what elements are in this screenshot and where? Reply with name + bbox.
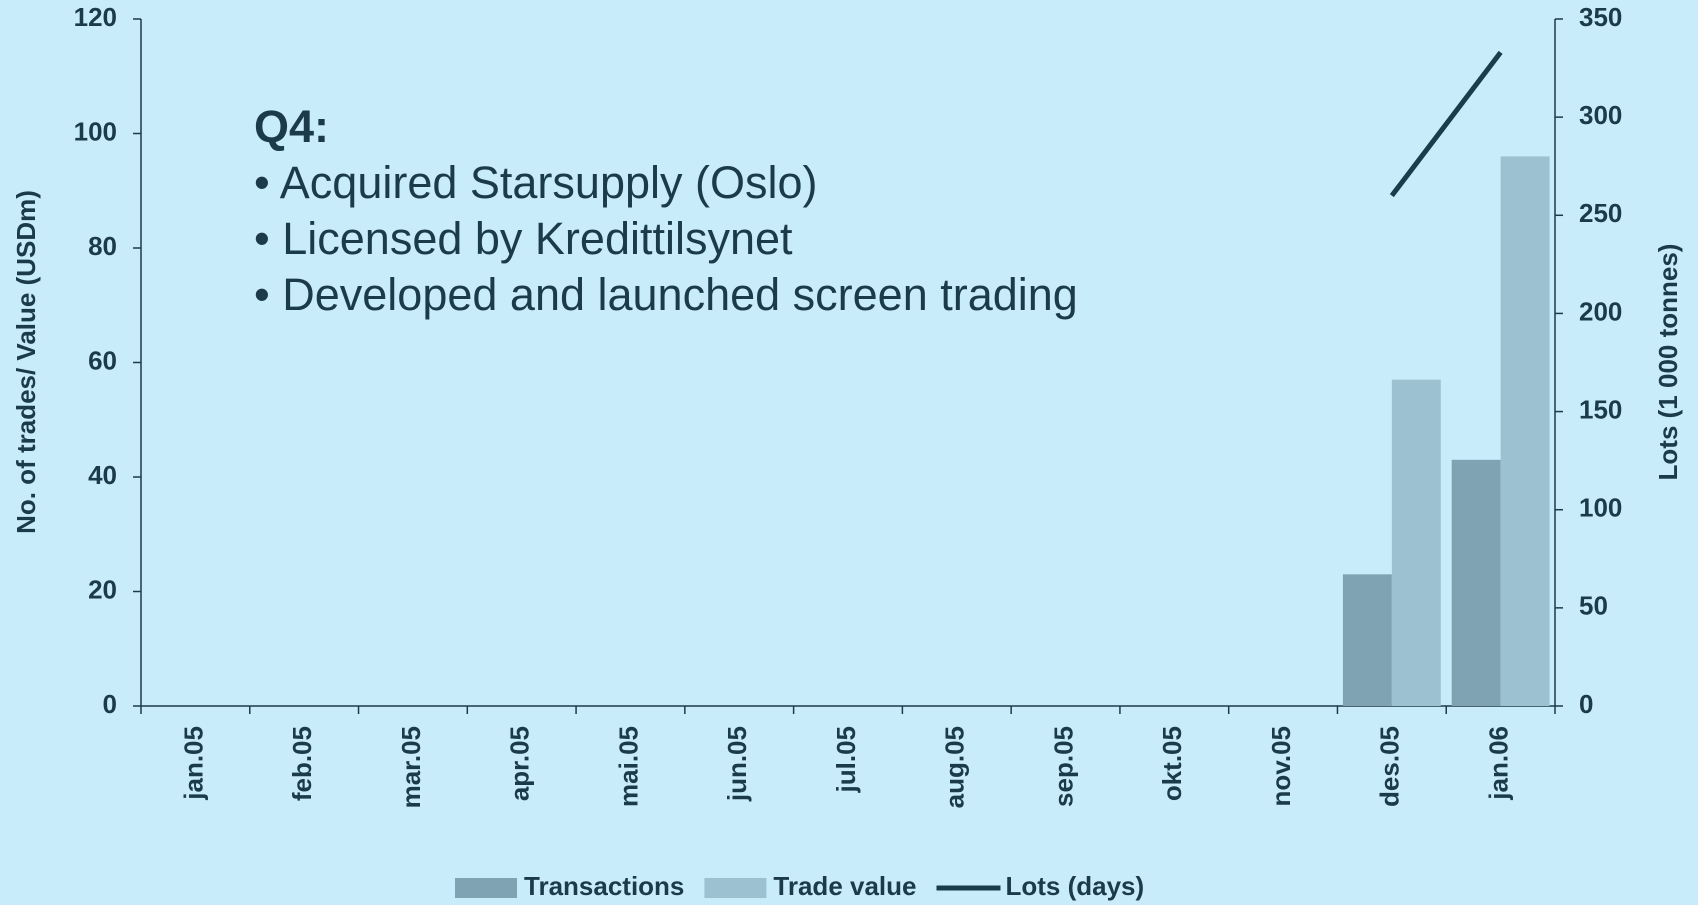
annotation: • Developed and launched screen trading	[254, 269, 1078, 320]
legend-label: Lots (days)	[1005, 871, 1144, 901]
y-tick-label: 0	[103, 689, 117, 719]
y-tick-label: 20	[88, 574, 117, 604]
y-axis-title: No. of trades/ Value (USDm)	[11, 190, 41, 534]
y2-tick-label: 100	[1579, 493, 1622, 523]
bar	[1451, 459, 1501, 706]
y2-tick-label: 0	[1579, 689, 1593, 719]
bar	[1500, 156, 1550, 706]
y2-tick-label: 150	[1579, 394, 1622, 424]
x-tick-label: nov.05	[1266, 726, 1296, 806]
y-tick-label: 60	[88, 345, 117, 375]
y2-axis-title: Lots (1 000 tonnes)	[1653, 244, 1683, 481]
y-tick-label: 120	[74, 2, 117, 32]
y2-tick-label: 350	[1579, 2, 1622, 32]
x-tick-label: mai.05	[613, 726, 643, 807]
x-tick-label: jul.05	[831, 726, 861, 793]
x-tick-label: des.05	[1375, 726, 1405, 807]
x-tick-label: okt.05	[1157, 726, 1187, 801]
x-tick-label: jan.05	[178, 726, 208, 801]
x-tick-label: jan.06	[1483, 726, 1513, 801]
legend-label: Trade value	[773, 871, 916, 901]
y2-tick-label: 250	[1579, 198, 1622, 228]
annotation: Q4:	[254, 101, 329, 152]
x-tick-label: feb.05	[287, 726, 317, 801]
y-tick-label: 40	[88, 460, 117, 490]
annotation: • Licensed by Kredittilsynet	[254, 213, 793, 264]
y2-tick-label: 200	[1579, 296, 1622, 326]
x-tick-label: jun.05	[722, 726, 752, 802]
x-tick-label: apr.05	[505, 726, 535, 801]
y-tick-label: 80	[88, 231, 117, 261]
x-tick-label: mar.05	[396, 726, 426, 808]
annotation: • Acquired Starsupply (Oslo)	[254, 157, 818, 208]
y-tick-label: 100	[74, 116, 117, 146]
y2-tick-label: 50	[1579, 591, 1608, 621]
legend-label: Transactions	[524, 871, 684, 901]
x-tick-label: sep.05	[1048, 726, 1078, 807]
legend-swatch	[455, 878, 517, 898]
bar	[1391, 379, 1441, 706]
y2-tick-label: 300	[1579, 100, 1622, 130]
legend-swatch	[704, 878, 767, 898]
line	[1389, 50, 1503, 198]
bar	[1342, 574, 1392, 706]
x-tick-label: aug.05	[940, 726, 970, 808]
